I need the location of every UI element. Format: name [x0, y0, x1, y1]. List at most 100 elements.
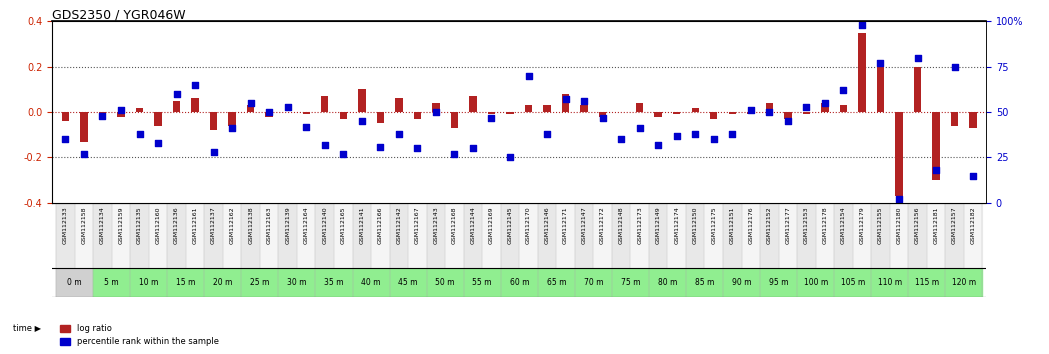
Bar: [507, 112, 514, 114]
Point: [446, 151, 463, 157]
Text: 10 m: 10 m: [140, 278, 158, 287]
Point: [779, 118, 796, 124]
Bar: [74, 203, 93, 268]
Point: [131, 131, 148, 137]
Bar: [872, 268, 908, 297]
Text: GSM112177: GSM112177: [786, 206, 790, 244]
Text: 100 m: 100 m: [804, 278, 828, 287]
Text: GSM112150: GSM112150: [692, 206, 698, 244]
Bar: [500, 203, 519, 268]
Bar: [149, 203, 167, 268]
Text: GSM112157: GSM112157: [952, 206, 957, 244]
Point: [465, 145, 481, 151]
Point: [484, 115, 500, 120]
Bar: [413, 112, 421, 119]
Text: 45 m: 45 m: [399, 278, 418, 287]
Point: [150, 140, 167, 146]
Bar: [594, 203, 612, 268]
Text: 120 m: 120 m: [951, 278, 976, 287]
Text: GSM112172: GSM112172: [600, 206, 605, 244]
Point: [946, 64, 963, 69]
Point: [835, 87, 852, 93]
Point: [724, 131, 741, 137]
Point: [891, 196, 907, 202]
Bar: [389, 268, 427, 297]
Text: GSM112145: GSM112145: [508, 206, 513, 244]
Point: [594, 115, 611, 120]
Text: 30 m: 30 m: [287, 278, 306, 287]
Text: 115 m: 115 m: [915, 278, 939, 287]
Text: GSM112152: GSM112152: [767, 206, 772, 244]
Bar: [723, 203, 742, 268]
Bar: [99, 112, 106, 116]
Text: GSM112165: GSM112165: [341, 206, 346, 244]
Text: GSM112147: GSM112147: [581, 206, 586, 244]
Bar: [729, 112, 736, 114]
Text: GSM112140: GSM112140: [322, 206, 327, 244]
Bar: [340, 112, 347, 119]
Bar: [945, 203, 964, 268]
Text: GSM112171: GSM112171: [563, 206, 569, 244]
Text: 105 m: 105 m: [840, 278, 864, 287]
Point: [206, 149, 222, 155]
Legend: log ratio, percentile rank within the sample: log ratio, percentile rank within the sa…: [57, 321, 222, 350]
Point: [649, 142, 666, 148]
Point: [76, 151, 92, 157]
Bar: [612, 268, 649, 297]
Bar: [766, 103, 773, 112]
Point: [112, 107, 129, 113]
Text: GSM112181: GSM112181: [934, 206, 939, 244]
Point: [501, 155, 518, 160]
Text: GSM112166: GSM112166: [378, 206, 383, 244]
Point: [816, 100, 833, 106]
Bar: [130, 203, 149, 268]
Bar: [636, 103, 643, 112]
Text: time ▶: time ▶: [13, 323, 41, 332]
Point: [576, 98, 593, 104]
Bar: [612, 203, 630, 268]
Text: GSM112135: GSM112135: [137, 206, 142, 244]
Text: 80 m: 80 m: [658, 278, 678, 287]
Bar: [926, 203, 945, 268]
Bar: [691, 108, 699, 112]
Bar: [488, 112, 495, 114]
Bar: [229, 112, 236, 126]
Text: GSM112164: GSM112164: [304, 206, 308, 244]
Bar: [686, 203, 705, 268]
Point: [390, 131, 407, 137]
Bar: [241, 203, 260, 268]
Point: [798, 104, 815, 109]
Point: [538, 131, 555, 137]
Text: 0 m: 0 m: [67, 278, 82, 287]
Point: [965, 173, 982, 178]
Point: [372, 144, 389, 149]
Bar: [673, 112, 681, 114]
Text: GSM112178: GSM112178: [822, 206, 828, 244]
Bar: [427, 268, 464, 297]
Bar: [908, 268, 945, 297]
Text: 15 m: 15 m: [176, 278, 195, 287]
Bar: [222, 203, 241, 268]
Text: 25 m: 25 m: [251, 278, 270, 287]
Bar: [630, 203, 649, 268]
Text: GSM112173: GSM112173: [637, 206, 642, 244]
Bar: [173, 101, 180, 112]
Text: GSM112175: GSM112175: [711, 206, 716, 244]
Text: GSM112138: GSM112138: [249, 206, 253, 244]
Point: [94, 113, 111, 119]
Bar: [524, 105, 532, 112]
Bar: [834, 268, 872, 297]
Bar: [154, 112, 162, 126]
Text: GSM112170: GSM112170: [526, 206, 531, 244]
Bar: [130, 268, 167, 297]
Bar: [389, 203, 408, 268]
Point: [354, 118, 370, 124]
Bar: [500, 268, 538, 297]
Bar: [57, 203, 74, 268]
Bar: [93, 203, 112, 268]
Bar: [377, 112, 384, 124]
Bar: [599, 112, 606, 116]
Point: [298, 124, 315, 130]
Text: GSM112179: GSM112179: [859, 206, 864, 244]
Point: [520, 73, 537, 79]
